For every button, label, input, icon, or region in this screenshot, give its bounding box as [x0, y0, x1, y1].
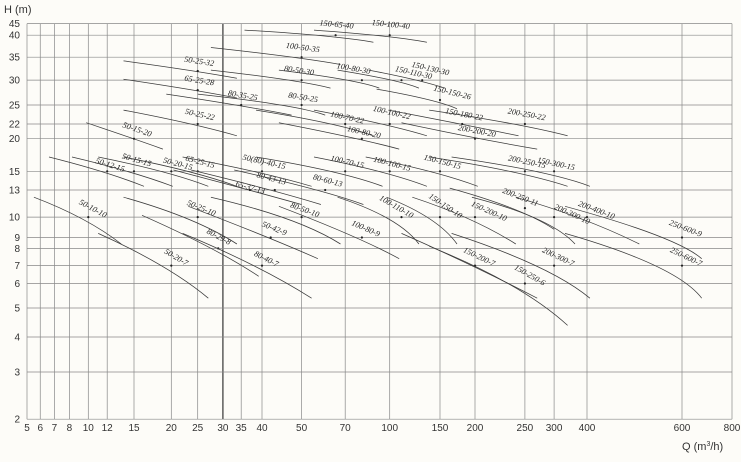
svg-text:H (m): H (m) — [4, 4, 32, 16]
svg-text:10: 10 — [83, 423, 95, 434]
svg-text:7: 7 — [52, 423, 58, 434]
svg-text:2: 2 — [14, 415, 20, 426]
svg-text:6: 6 — [14, 279, 20, 290]
svg-text:6: 6 — [37, 423, 43, 434]
svg-text:600: 600 — [674, 423, 691, 434]
svg-text:800: 800 — [724, 423, 741, 434]
svg-text:Q (m3/h): Q (m3/h) — [682, 441, 723, 453]
svg-text:35: 35 — [9, 53, 21, 64]
svg-text:300: 300 — [546, 423, 563, 434]
svg-text:10: 10 — [9, 213, 21, 224]
svg-text:9: 9 — [14, 233, 20, 244]
svg-text:70: 70 — [340, 423, 352, 434]
svg-text:200: 200 — [467, 423, 484, 434]
svg-text:20: 20 — [166, 423, 178, 434]
svg-text:5: 5 — [14, 304, 20, 315]
svg-text:15: 15 — [128, 423, 140, 434]
svg-text:30: 30 — [217, 423, 229, 434]
svg-text:4: 4 — [14, 333, 20, 344]
svg-text:8: 8 — [67, 423, 73, 434]
svg-text:15: 15 — [9, 167, 21, 178]
svg-text:400: 400 — [579, 423, 596, 434]
svg-text:30: 30 — [9, 76, 21, 87]
svg-text:35: 35 — [236, 423, 248, 434]
svg-text:100: 100 — [381, 423, 398, 434]
svg-text:250: 250 — [517, 423, 534, 434]
svg-text:150: 150 — [432, 423, 449, 434]
svg-text:12: 12 — [102, 423, 114, 434]
svg-text:25: 25 — [192, 423, 204, 434]
svg-text:40: 40 — [9, 31, 21, 42]
svg-text:3: 3 — [14, 368, 20, 379]
svg-text:20: 20 — [9, 134, 21, 145]
svg-text:50: 50 — [296, 423, 308, 434]
svg-text:5: 5 — [24, 423, 30, 434]
svg-text:7: 7 — [14, 261, 20, 272]
svg-text:22: 22 — [9, 120, 21, 131]
svg-text:45: 45 — [9, 19, 21, 30]
svg-text:25: 25 — [9, 101, 21, 112]
svg-text:40: 40 — [256, 423, 268, 434]
svg-text:8: 8 — [14, 244, 20, 255]
svg-text:13: 13 — [9, 186, 21, 197]
